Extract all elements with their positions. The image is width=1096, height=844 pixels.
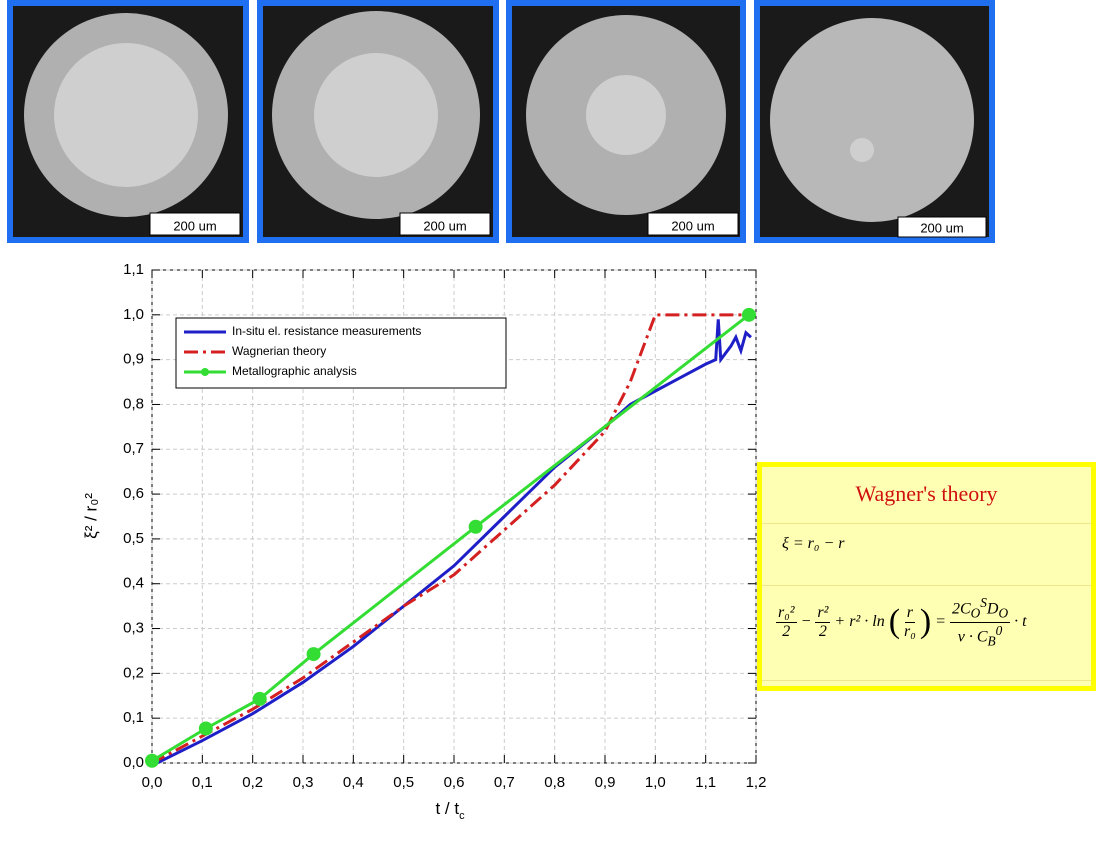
eq-part: − [801,613,812,631]
data-point [742,308,756,322]
y-tick-label: 0,1 [123,709,144,726]
y-tick-label: 0,2 [123,664,144,681]
x-tick-label: 0,3 [293,774,314,791]
data-point [145,754,159,768]
legend-label: In-situ el. resistance measurements [232,324,421,338]
eq-part: S [980,595,987,610]
eq-part: ν · CB0 [958,623,1003,650]
x-tick-label: 1,1 [695,774,716,791]
data-point [199,721,213,735]
eq-part: D [987,600,999,617]
scale-label: 200 um [920,220,963,235]
eq-part: 2 [782,623,790,641]
separator [762,680,1091,681]
x-tick-label: 0,1 [192,774,213,791]
eq-part: O [971,606,981,621]
eq-part: O [998,606,1008,621]
x-tick-label: 0,9 [595,774,616,791]
eq-part: · t [1014,613,1026,631]
y-tick-label: 0,5 [123,530,144,547]
data-point [307,647,321,661]
equation: ξ = r₀ − r [782,535,844,553]
eq-part: 2 [819,623,827,641]
eq-part: r₀ [904,623,916,641]
x-tick-label: 1,2 [746,774,767,791]
x-tick-label: 0,8 [544,774,565,791]
data-point [469,520,483,534]
eq-part: = [935,613,946,631]
scale-label: 200 um [423,218,466,233]
scale-label: 200 um [671,218,714,233]
x-tick-label: 0,0 [142,774,163,791]
eq-part: ( [889,603,900,641]
y-tick-label: 0,0 [123,754,144,771]
eq-part: ) [920,603,931,641]
x-tick-label: 0,7 [494,774,515,791]
y-tick-label: 0,4 [123,575,144,592]
legend-marker [201,368,209,376]
eq-part: r [905,604,915,623]
eq-part: r² [815,604,830,623]
x-axis-label-sub: c [459,810,465,822]
x-tick-label: 0,2 [242,774,263,791]
scale-label: 200 um [173,218,216,233]
eq-part: B [988,633,996,648]
micrograph: 200 um [260,3,496,240]
micrograph: 200 um [757,3,992,240]
legend-label: Wagnerian theory [232,344,326,358]
micrographs: 200 um 200 um 200 um 200 um [10,3,992,240]
y-axis-label: ξ² / r₀² [81,493,100,539]
x-tick-label: 1,0 [645,774,666,791]
y-tick-label: 0,9 [123,351,144,368]
page: 200 um 200 um 200 um 200 um ξ² / r₀² t /… [0,0,1096,844]
y-tick-label: 0,3 [123,620,144,637]
x-axis-label-main: t / t [435,799,459,818]
data-point [253,692,267,706]
x-tick-label: 0,6 [444,774,465,791]
y-tick-label: 1,0 [123,306,144,323]
box-title: Wagner's theory [762,481,1091,507]
micrograph: 200 um [10,3,246,240]
eq-part: 0 [996,623,1003,638]
x-tick-label: 0,5 [393,774,414,791]
y-tick-label: 0,8 [123,395,144,412]
eq-part: + r² · ln [834,613,884,631]
eq-part: 2C [952,600,971,617]
eq-part: r₀² [776,604,797,623]
x-tick-label: 0,4 [343,774,364,791]
eq-part: 2COSDO [950,595,1010,623]
x-axis-label: t / tc [435,799,465,821]
eq-part: ν · C [958,628,988,645]
y-tick-label: 0,6 [123,485,144,502]
y-tick-label: 1,1 [123,261,144,278]
y-tick-label: 0,7 [123,440,144,457]
micrograph: 200 um [509,3,743,240]
separator [762,585,1091,586]
separator [762,523,1091,524]
legend-label: Metallographic analysis [232,364,357,378]
chart: 200 um 200 um 200 um 200 um ξ² / r₀² t /… [0,0,1096,844]
